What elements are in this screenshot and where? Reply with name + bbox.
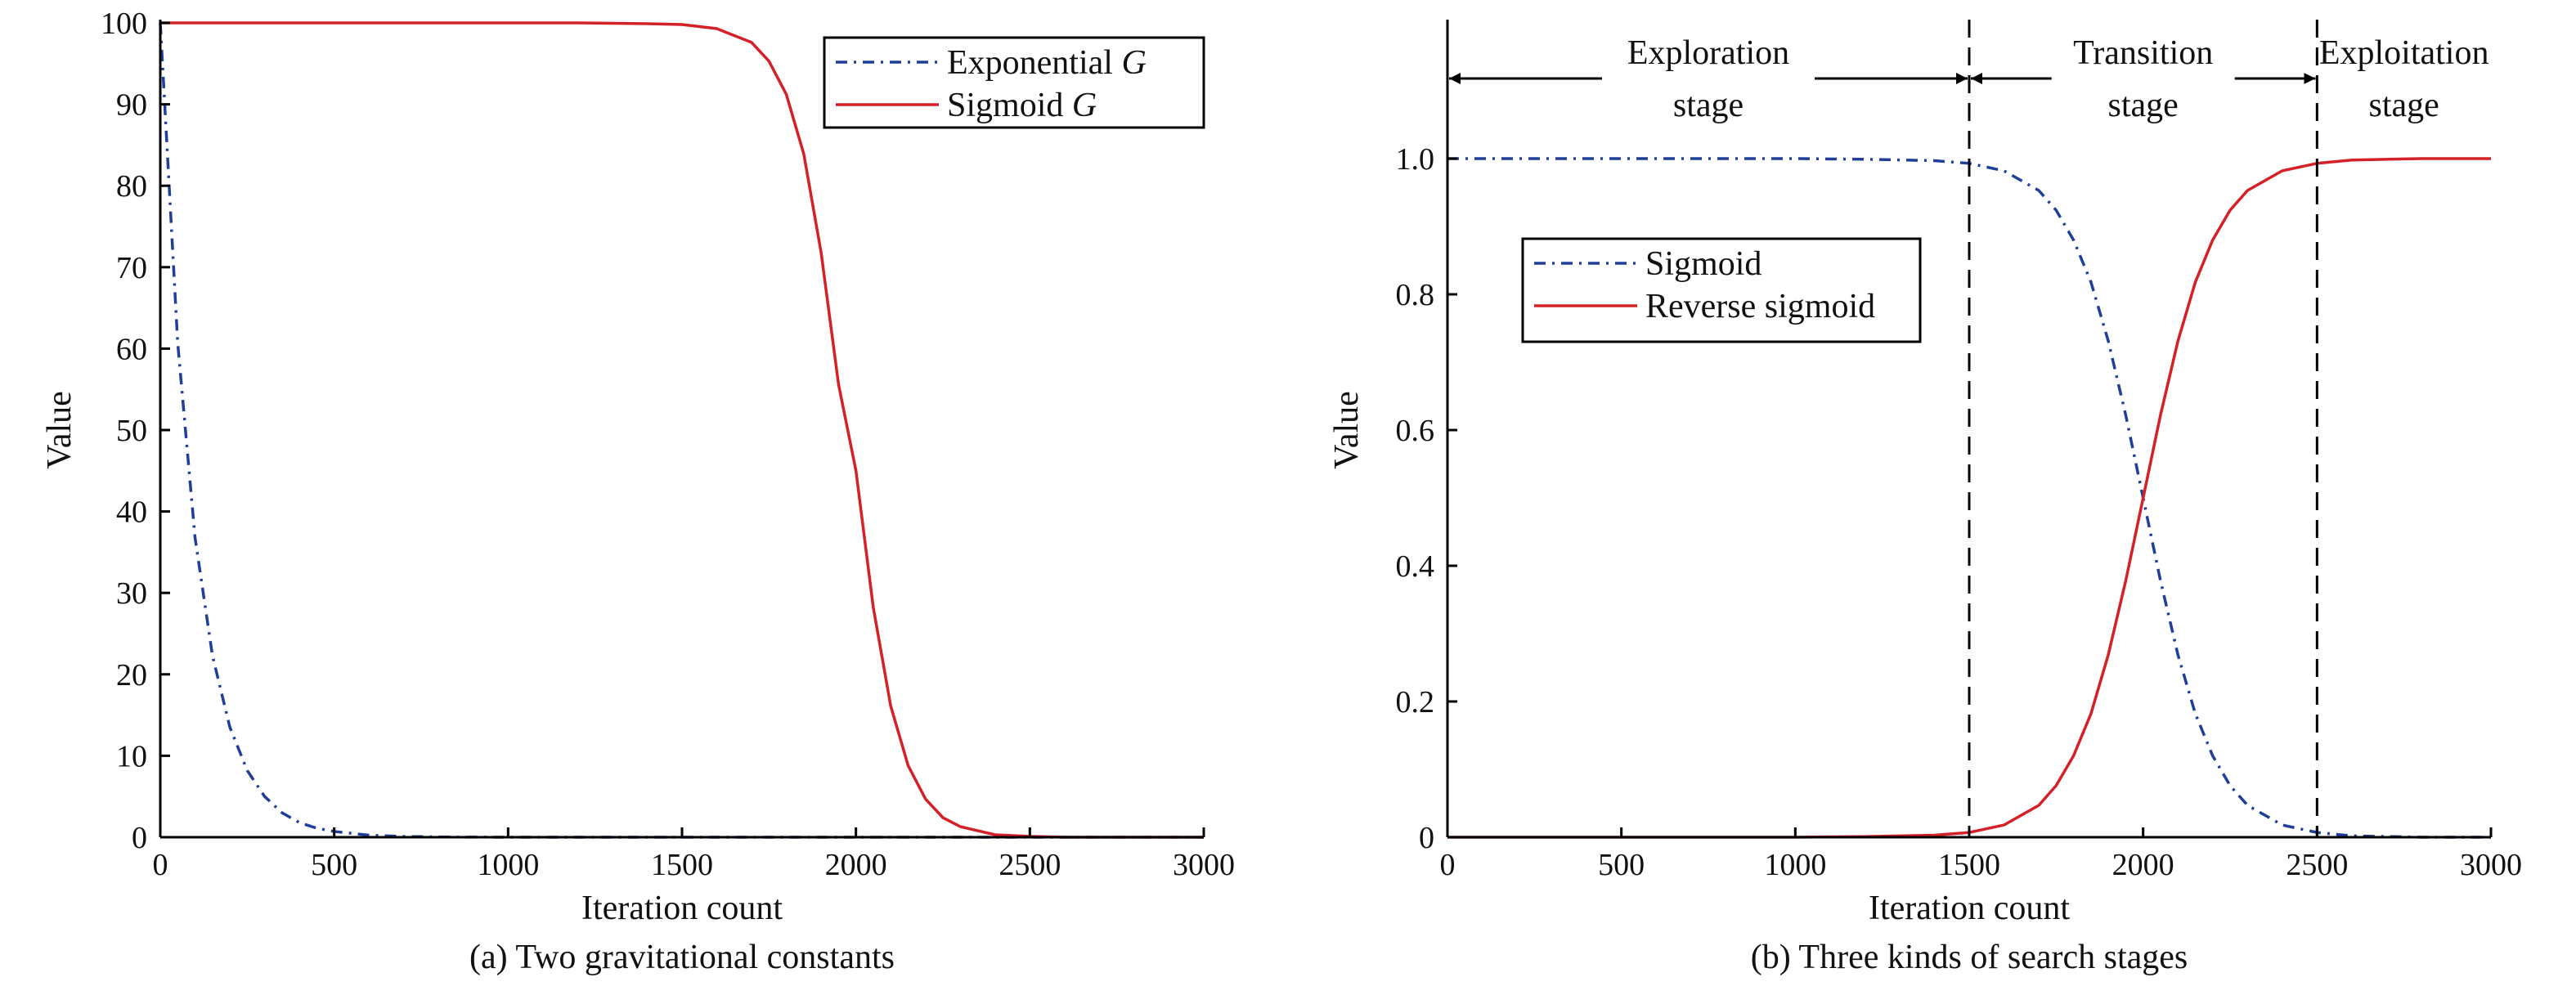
panel-b-legend-box	[1521, 237, 1922, 343]
x-tick-label: 2000	[2112, 848, 2174, 882]
x-tick-label: 3000	[1173, 848, 1235, 882]
x-tick-label: 0	[1440, 848, 1456, 882]
panel-a-axes	[159, 20, 1204, 839]
y-tick-label: 60	[116, 332, 147, 366]
x-tick-label: 3000	[2460, 848, 2522, 882]
panel-b-y-axis-label: Value	[1328, 391, 1366, 469]
y-tick-label: 10	[116, 739, 147, 773]
y-tick-label: 0.8	[1396, 278, 1435, 312]
y-tick-label: 40	[116, 495, 147, 530]
stage-label-exploration-sub: stage	[1673, 87, 1744, 124]
panel-a-chart: 0 500 1000 1500 2000 2500 3000 0 10 20 30 40 50 60 70 8…	[41, 7, 1235, 976]
series-line-reverse-sigmoid	[1447, 157, 2491, 839]
stage-label-transition: Transition	[2073, 34, 2213, 72]
panel-a-legend: Exponential G Sigmoid G	[823, 36, 1205, 129]
y-tick-label: 100	[101, 7, 147, 41]
panel-b-ticks: 0 500 1000 1500 2000 2500 3000 0 0.2 0.4 0.6 0.8 1.0	[1396, 142, 2523, 882]
x-tick-label: 1000	[1764, 848, 1826, 882]
y-tick-label: 50	[116, 414, 147, 448]
x-tick-label: 500	[1598, 848, 1645, 882]
panel-a-ticks: 0 500 1000 1500 2000 2500 3000 0 10 20 30 40 50 60 70 8…	[101, 7, 1235, 882]
panel-a-caption: (a) Two gravitational constants	[469, 939, 895, 976]
y-tick-label: 0	[132, 821, 147, 855]
panel-b-x-axis-label: Iteration count	[1869, 890, 2070, 927]
x-tick-label: 500	[311, 848, 357, 882]
stage-label-exploitation-sub: stage	[2369, 87, 2439, 124]
stage-label-exploitation: Exploitation	[2319, 34, 2489, 72]
series-line-exponential-g	[159, 22, 1204, 839]
panel-a-plot-area	[159, 21, 1204, 839]
panel-a-y-axis-label: Value	[41, 391, 79, 469]
panel-a-x-axis-label: Iteration count	[581, 890, 783, 927]
y-tick-label: 70	[116, 251, 147, 285]
panel-b-stage-annotations: Exploration stage Transition stage Exploitat…	[1449, 20, 2488, 837]
series-line-sigmoid-g	[160, 21, 1204, 839]
x-tick-label: 1000	[477, 848, 539, 882]
legend-label-reverse-sigmoid: Reverse sigmoid	[1645, 288, 1875, 325]
series-line-sigmoid	[1447, 157, 2491, 839]
y-tick-label: 80	[116, 169, 147, 204]
legend-label-exponential-g: Exponential G	[947, 44, 1147, 82]
y-tick-label: 0.2	[1396, 685, 1435, 719]
stage-label-exploration: Exploration	[1627, 34, 1789, 72]
legend-label-sigmoid-g: Sigmoid G	[947, 87, 1097, 124]
x-tick-label: 2500	[2286, 848, 2348, 882]
x-tick-label: 1500	[651, 848, 713, 882]
y-tick-label: 20	[116, 658, 147, 692]
y-tick-label: 90	[116, 88, 147, 123]
panel-b-plot-area	[1447, 157, 2491, 839]
y-tick-label: 30	[116, 576, 147, 611]
panel-b-legend: Sigmoid Reverse sigmoid	[1521, 237, 1922, 343]
y-tick-label: 1.0	[1396, 142, 1435, 177]
y-tick-label: 0.4	[1396, 549, 1435, 584]
y-tick-label: 0	[1419, 821, 1434, 855]
x-tick-label: 2500	[999, 848, 1061, 882]
panel-b-chart: 0 500 1000 1500 2000 2500 3000 0 0.2 0.4 0.6 0.8 1.0…	[1328, 20, 2522, 976]
x-tick-label: 2000	[825, 848, 887, 882]
x-tick-label: 0	[153, 848, 168, 882]
stage-label-transition-sub: stage	[2108, 87, 2179, 124]
y-tick-label: 0.6	[1396, 414, 1435, 448]
panel-b-caption: (b) Three kinds of search stages	[1751, 939, 2188, 976]
panel-a-legend-box	[823, 36, 1205, 129]
x-tick-label: 1500	[1938, 848, 2000, 882]
legend-label-sigmoid: Sigmoid	[1645, 245, 1761, 283]
